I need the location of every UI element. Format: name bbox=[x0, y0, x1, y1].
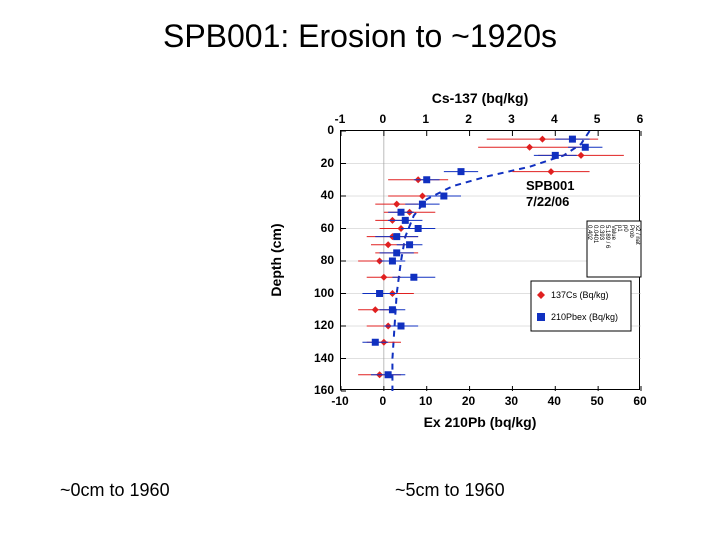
tick-label: 60 bbox=[633, 394, 646, 408]
annot-line2: 7/22/06 bbox=[526, 194, 569, 209]
caption-left: ~0cm to 1960 bbox=[60, 480, 170, 501]
tick-label: 120 bbox=[314, 318, 334, 332]
tick-label: 1 bbox=[422, 112, 429, 126]
caption-right: ~5cm to 1960 bbox=[395, 480, 505, 501]
tick-label: 80 bbox=[321, 253, 334, 267]
tick-label: 50 bbox=[590, 394, 603, 408]
tick-label: 40 bbox=[548, 394, 561, 408]
tick-label: 40 bbox=[321, 188, 334, 202]
tick-label: 4 bbox=[551, 112, 558, 126]
plot-area: 137Cs (Bq/kg)210Pbex (Bq/kg)x2 / natProb… bbox=[340, 130, 640, 390]
annot-line1: SPB001 bbox=[526, 178, 574, 193]
svg-text:0.402: 0.402 bbox=[586, 225, 592, 241]
plot-svg: 137Cs (Bq/kg)210Pbex (Bq/kg)x2 / natProb… bbox=[341, 131, 641, 391]
tick-label: 30 bbox=[505, 394, 518, 408]
tick-label: 20 bbox=[462, 394, 475, 408]
tick-label: 140 bbox=[314, 351, 334, 365]
tick-label: 0 bbox=[380, 394, 387, 408]
depth-chart: Cs-137 (bq/kg) Ex 210Pb (bq/kg) Depth (c… bbox=[300, 90, 660, 430]
tick-label: 2 bbox=[465, 112, 472, 126]
tick-label: 160 bbox=[314, 383, 334, 397]
tick-label: 10 bbox=[419, 394, 432, 408]
tick-label: 0 bbox=[380, 112, 387, 126]
x-bottom-title: Ex 210Pb (bq/kg) bbox=[300, 414, 660, 430]
svg-text:210Pbex (Bq/kg): 210Pbex (Bq/kg) bbox=[551, 312, 618, 322]
svg-text:137Cs (Bq/kg): 137Cs (Bq/kg) bbox=[551, 290, 609, 300]
chart-annotation: SPB001 7/22/06 bbox=[526, 178, 574, 209]
tick-label: -1 bbox=[335, 112, 346, 126]
slide-title: SPB001: Erosion to ~1920s bbox=[0, 18, 720, 55]
tick-label: 6 bbox=[637, 112, 644, 126]
tick-label: 60 bbox=[321, 221, 334, 235]
x-top-title: Cs-137 (bq/kg) bbox=[300, 90, 660, 106]
tick-label: 3 bbox=[508, 112, 515, 126]
tick-label: 5 bbox=[594, 112, 601, 126]
tick-label: 20 bbox=[321, 156, 334, 170]
tick-label: 100 bbox=[314, 286, 334, 300]
tick-label: 0 bbox=[327, 123, 334, 137]
y-title: Depth (cm) bbox=[268, 223, 284, 296]
